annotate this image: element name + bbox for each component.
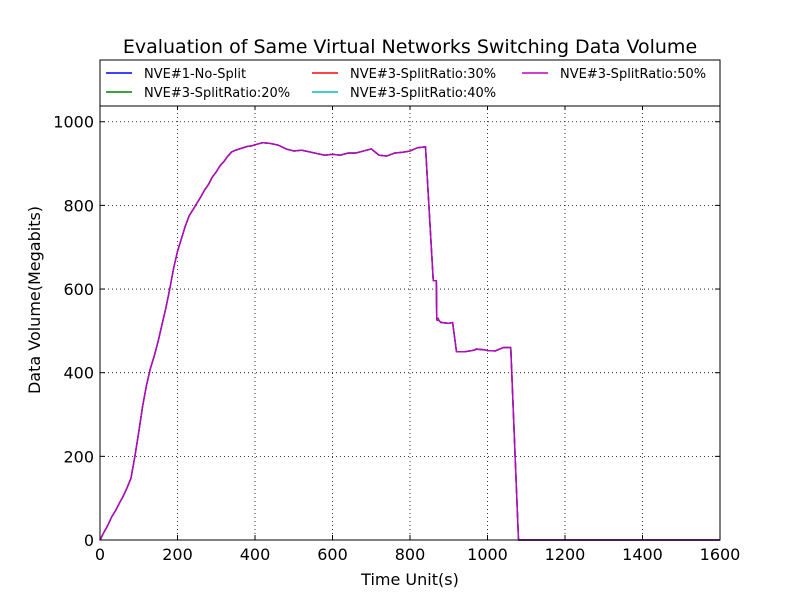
legend-label-2: NVE#3-SplitRatio:20% [144,86,290,101]
x-tick-label: 200 [162,545,193,564]
x-tick-label: 800 [395,545,426,564]
x-tick-label: 600 [317,545,348,564]
y-tick-label: 600 [63,280,94,299]
x-axis-label: Time Unit(s) [360,570,459,589]
y-tick-label: 800 [63,196,94,215]
series-line-5 [99,141,720,541]
y-axis-label: Data Volume(Megabits) [25,206,44,394]
y-tick-label: 200 [63,447,94,466]
legend-label-5: NVE#3-SplitRatio:50% [560,67,706,82]
legend-label-1: NVE#1-No-Split [144,67,246,82]
x-tick-label: 1200 [545,545,586,564]
x-tick-label: 0 [95,545,105,564]
x-tick-label: 1400 [622,545,663,564]
legend-label-4: NVE#3-SplitRatio:40% [350,86,496,101]
legend-box [99,59,721,107]
x-tick-label: 1000 [467,545,508,564]
chart-title: Evaluation of Same Virtual Networks Swit… [123,36,697,58]
y-tick-label: 0 [84,531,94,550]
series-lines [99,141,720,541]
grid [100,105,720,540]
x-tick-label: 400 [240,545,271,564]
legend-label-3: NVE#3-SplitRatio:30% [350,67,496,82]
y-tick-label: 1000 [53,113,94,132]
axis-ticks: 0 200 400 600 800 1000 1200 1400 1600 0 200 400 600 8… [53,105,740,564]
legend: NVE#1-No-Split NVE#3-SplitRatio:20% NVE#3-… [99,59,721,107]
x-tick-label: 1600 [700,545,741,564]
y-tick-label: 400 [63,364,94,383]
